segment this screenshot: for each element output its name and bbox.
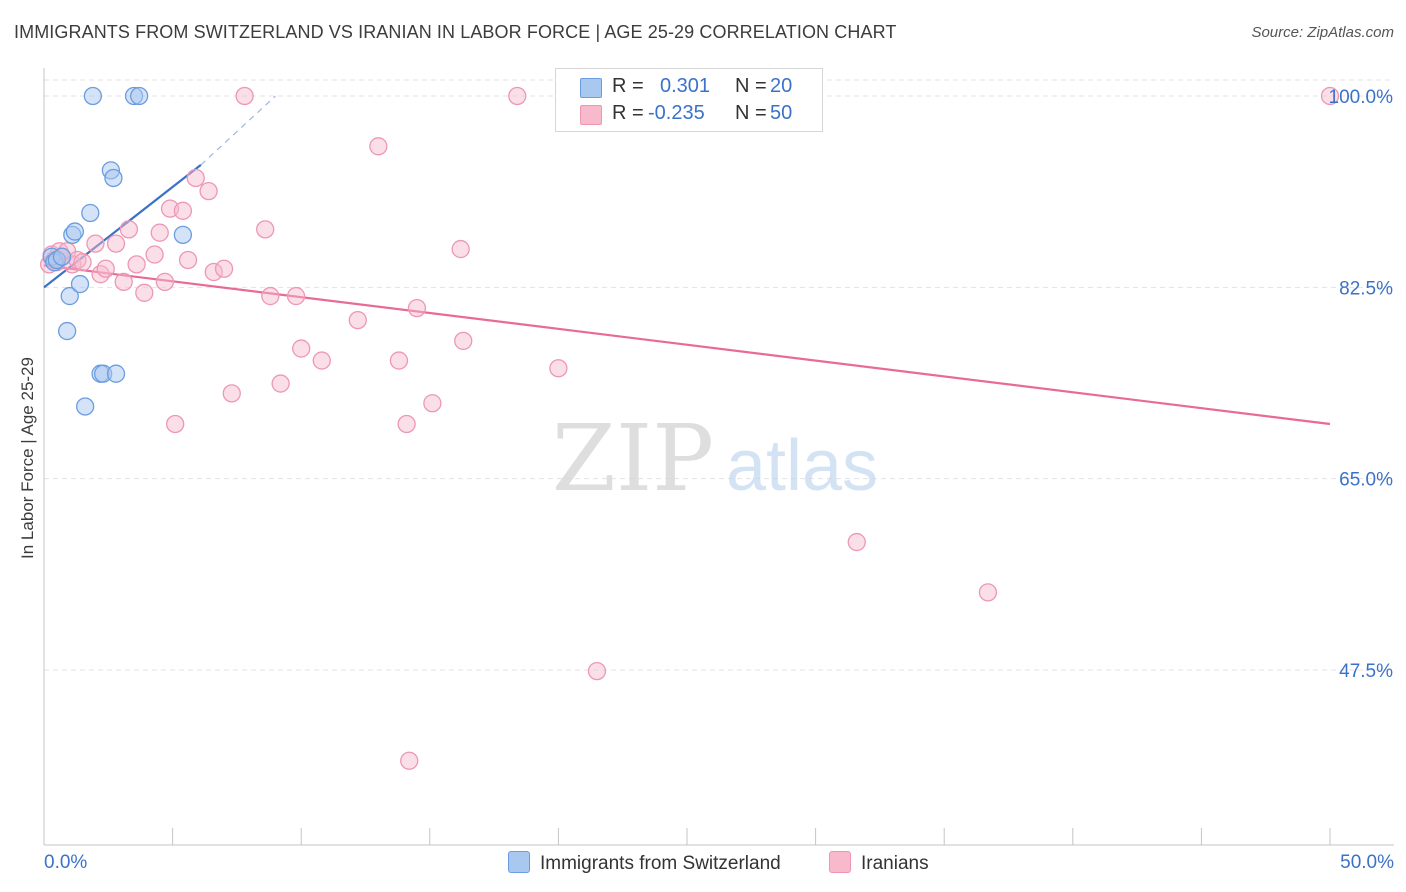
legend-swatch-switzerland — [580, 78, 602, 98]
switzerland-point — [52, 247, 72, 266]
iranians-point — [199, 181, 218, 201]
switzerland-point — [76, 397, 95, 416]
iranians-point — [397, 414, 416, 434]
iranians-point — [235, 86, 254, 106]
source-credit: Source: ZipAtlas.com — [1251, 24, 1394, 41]
iranians-point — [96, 259, 115, 278]
legend-swatch-iranians — [580, 105, 602, 125]
gridlines — [44, 79, 1394, 671]
switzerland-trend-line — [43, 164, 202, 289]
bottom-legend-swatch-iranians — [829, 851, 851, 873]
trend-lines — [43, 95, 1331, 426]
watermark-zip: ZIP — [552, 405, 714, 512]
legend-n-label: N = — [735, 75, 767, 97]
iranians-point — [587, 661, 607, 681]
iranians-point — [119, 220, 139, 239]
iranians-point — [407, 298, 427, 318]
iranians-point — [400, 751, 419, 770]
iranians-point — [186, 168, 205, 188]
iranians-point — [549, 359, 568, 378]
switzerland-point — [81, 203, 100, 223]
iranians-point — [173, 201, 193, 220]
switzerland-trend-extension — [200, 95, 276, 166]
switzerland-points — [42, 86, 193, 416]
watermark: ZIP atlas — [552, 405, 878, 512]
iranians-point — [508, 86, 527, 106]
iranians-point — [106, 234, 126, 253]
iranians-point — [451, 239, 470, 259]
iranians-point — [847, 532, 866, 552]
bottom-legend-label-iranians: Iranians — [861, 853, 929, 874]
y-tick-label: 82.5% — [1339, 278, 1393, 299]
switzerland-point — [70, 274, 90, 294]
switzerland-point — [60, 286, 79, 306]
y-tick-label: 47.5% — [1339, 661, 1393, 682]
x-tick-label-max: 50.0% — [1340, 852, 1394, 873]
legend-n-value: 20 — [770, 75, 793, 97]
iranians-point — [369, 137, 388, 156]
bottom-legend-switzerland: Immigrants from Switzerland — [508, 851, 781, 875]
iranians-point — [978, 583, 998, 602]
switzerland-point — [57, 321, 77, 341]
iranians-point — [214, 259, 234, 278]
iranians-point — [91, 265, 110, 284]
iranians-point — [145, 245, 164, 264]
y-tick-label: 65.0% — [1339, 470, 1393, 491]
iranians-point — [292, 339, 311, 358]
iranians-point — [261, 286, 280, 306]
correlation-legend: R = 0.301 N = 20 R = -0.235 N = 50 — [555, 68, 823, 132]
bottom-legend-iranians: Iranians — [829, 851, 929, 875]
iranians-point — [135, 283, 154, 302]
chart-title: IMMIGRANTS FROM SWITZERLAND VS IRANIAN I… — [14, 22, 897, 42]
switzerland-point — [173, 225, 193, 245]
iranians-point — [286, 286, 306, 306]
iranians-point — [73, 253, 92, 272]
iranians-point — [423, 394, 442, 413]
axes — [43, 68, 1394, 846]
iranians-point — [312, 351, 331, 370]
iranians-point — [86, 234, 105, 253]
legend-r-label: R = — [612, 75, 644, 97]
iranians-point — [127, 255, 146, 274]
switzerland-point — [65, 222, 85, 241]
x-tick-label-min: 0.0% — [44, 852, 88, 873]
watermark-atlas: atlas — [726, 426, 878, 506]
iranians-trend-line — [43, 264, 1331, 426]
y-tick-labels: 47.5% 65.0% 82.5% 100.0% — [1329, 87, 1394, 682]
bottom-legend-label-switzerland: Immigrants from Switzerland — [540, 853, 781, 874]
iranians-point — [178, 250, 198, 270]
legend-r-value: -0.235 — [648, 102, 705, 124]
iranians-point — [150, 223, 169, 242]
iranians-point — [204, 262, 223, 282]
iranians-point — [114, 272, 133, 292]
y-tick-label: 100.0% — [1329, 87, 1394, 108]
legend-n-value: 50 — [770, 102, 793, 124]
switzerland-point — [130, 86, 149, 106]
iranians-point — [166, 414, 185, 434]
iranians-point — [389, 351, 409, 370]
iranians-point — [222, 384, 241, 403]
iranians-point — [1320, 86, 1340, 106]
iranians-point — [271, 374, 290, 393]
switzerland-point — [106, 364, 126, 383]
legend-n-label: N = — [735, 102, 767, 124]
legend-r-value: 0.301 — [660, 75, 711, 97]
iranians-point — [256, 220, 275, 239]
bottom-legend-swatch-switzerland — [508, 851, 530, 873]
iranians-point — [454, 331, 473, 351]
switzerland-point — [83, 86, 103, 106]
switzerland-point — [104, 168, 123, 188]
iranians-point — [155, 272, 175, 292]
legend-r-label: R = — [612, 102, 644, 124]
iranians-point — [348, 310, 367, 330]
